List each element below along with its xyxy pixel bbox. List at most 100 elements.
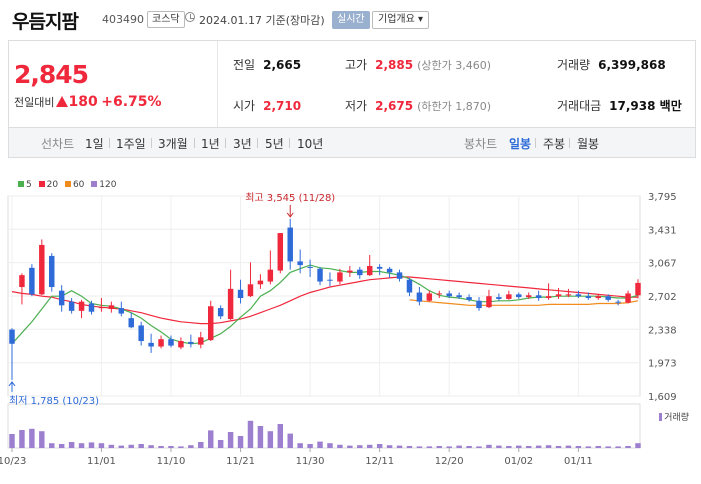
current-price: 2,845 <box>14 60 89 89</box>
x-tick-label: 12/20 <box>435 456 464 467</box>
x-tick-label: 11/21 <box>226 456 255 467</box>
stock-header: 우듬지팜 403490 코스닥 2024.01.17 기준(장마감) 실시간 기… <box>0 0 701 40</box>
reference-date: 2024.01.17 기준(장마감) <box>199 14 325 27</box>
x-tick-label: 01/02 <box>504 456 533 467</box>
candle-body <box>605 296 611 300</box>
candle-body <box>386 268 393 273</box>
candle-body <box>287 227 293 262</box>
volume-bar <box>128 444 134 448</box>
candle-body <box>416 292 423 302</box>
volume-bar <box>307 444 313 448</box>
volume-bar <box>198 442 204 448</box>
legend-ma120: 120 <box>99 180 117 190</box>
volume-bar <box>555 446 562 448</box>
candle-daily[interactable]: 일봉 <box>509 137 532 151</box>
change-percent: +6.75% <box>101 94 162 110</box>
volume-bar <box>565 445 572 448</box>
candle-body <box>207 306 214 341</box>
candle-body <box>446 293 452 297</box>
candle-body <box>178 341 184 348</box>
market-badge: 코스닥 <box>147 11 185 28</box>
ma-legend: 5 20 60 120 <box>14 180 116 190</box>
legend-ma5: 5 <box>26 180 32 190</box>
x-tick-label: 11/30 <box>296 456 325 467</box>
up-triangle-icon <box>56 96 69 107</box>
candle-body <box>29 267 35 295</box>
candle-body <box>118 308 125 314</box>
volume-bar <box>456 445 462 448</box>
volume-bar <box>625 446 631 448</box>
divider <box>535 138 536 148</box>
volume-bar <box>49 443 55 448</box>
period-5y[interactable]: 5년 <box>265 137 284 151</box>
volume-bar <box>277 424 284 448</box>
candle-body <box>247 284 254 297</box>
volume-bar <box>535 445 542 448</box>
volume-bar <box>585 446 592 448</box>
candle-body <box>327 279 333 281</box>
y-tick-label: 3,067 <box>648 259 677 270</box>
candle-body <box>466 297 472 300</box>
period-10y[interactable]: 10년 <box>297 137 324 151</box>
volume-bar <box>396 445 403 448</box>
volume-bar <box>29 428 35 448</box>
x-tick-label: 10/23 <box>0 456 26 467</box>
stat-amount: 거래대금 17,938 백만 <box>557 99 682 113</box>
candle-body <box>217 308 224 317</box>
volume-bar <box>386 445 393 448</box>
period-3m[interactable]: 3개월 <box>158 137 188 151</box>
x-tick-label: 12/11 <box>365 456 394 467</box>
candle-body <box>277 233 284 271</box>
divider <box>289 138 290 148</box>
candle-body <box>168 339 174 346</box>
candle-body <box>357 269 363 276</box>
period-1y[interactable]: 1년 <box>201 137 220 151</box>
candle-body <box>317 268 323 282</box>
volume-legend-label: 거래량 <box>664 413 689 423</box>
ma5-swatch <box>18 181 24 187</box>
period-3y[interactable]: 3년 <box>233 137 252 151</box>
candle-body <box>376 266 383 269</box>
volume-bar <box>635 443 641 448</box>
legend-ma60: 60 <box>72 180 85 190</box>
candle-body <box>625 293 631 303</box>
volume-bar <box>257 426 264 448</box>
volume-bar <box>615 446 621 448</box>
volume-bar <box>525 446 532 448</box>
volume-legend: 거래량 <box>659 410 689 423</box>
period-1w[interactable]: 1주일 <box>116 137 146 151</box>
candle-body <box>426 293 433 301</box>
candle-body <box>108 305 115 309</box>
candle-body <box>506 294 512 299</box>
line-chart-label: 선차트 <box>41 137 75 151</box>
stat-volume: 거래량 6,399,868 <box>557 58 666 72</box>
volume-bar <box>207 430 214 448</box>
candle-monthly[interactable]: 월봉 <box>577 137 600 151</box>
realtime-button[interactable]: 실시간 <box>332 11 370 29</box>
volume-bar <box>366 444 373 448</box>
x-tick-label: 11/01 <box>87 456 116 467</box>
volume-bar <box>98 443 105 448</box>
candle-body <box>297 261 303 266</box>
volume-bar <box>486 444 492 448</box>
volume-bar <box>317 441 323 448</box>
volume-bar <box>138 444 144 448</box>
volume-bar <box>68 442 75 448</box>
volume-bar <box>247 420 254 448</box>
x-tick-label: 11/10 <box>157 456 186 467</box>
volume-bar <box>595 446 601 448</box>
volume-bar <box>426 446 433 448</box>
candle-body <box>39 244 45 295</box>
candle-body <box>456 295 462 298</box>
legend-ma20: 20 <box>46 180 59 190</box>
volume-bar <box>476 446 482 448</box>
candle-body <box>138 325 144 342</box>
candle-weekly[interactable]: 주봉 <box>543 137 566 151</box>
divider <box>217 41 218 127</box>
candle-body <box>49 255 55 288</box>
volume-swatch <box>659 413 663 421</box>
period-1d[interactable]: 1일 <box>85 137 104 151</box>
ma120-swatch <box>91 181 98 187</box>
company-info-dropdown[interactable]: 기업개요 ▾ <box>372 11 429 29</box>
